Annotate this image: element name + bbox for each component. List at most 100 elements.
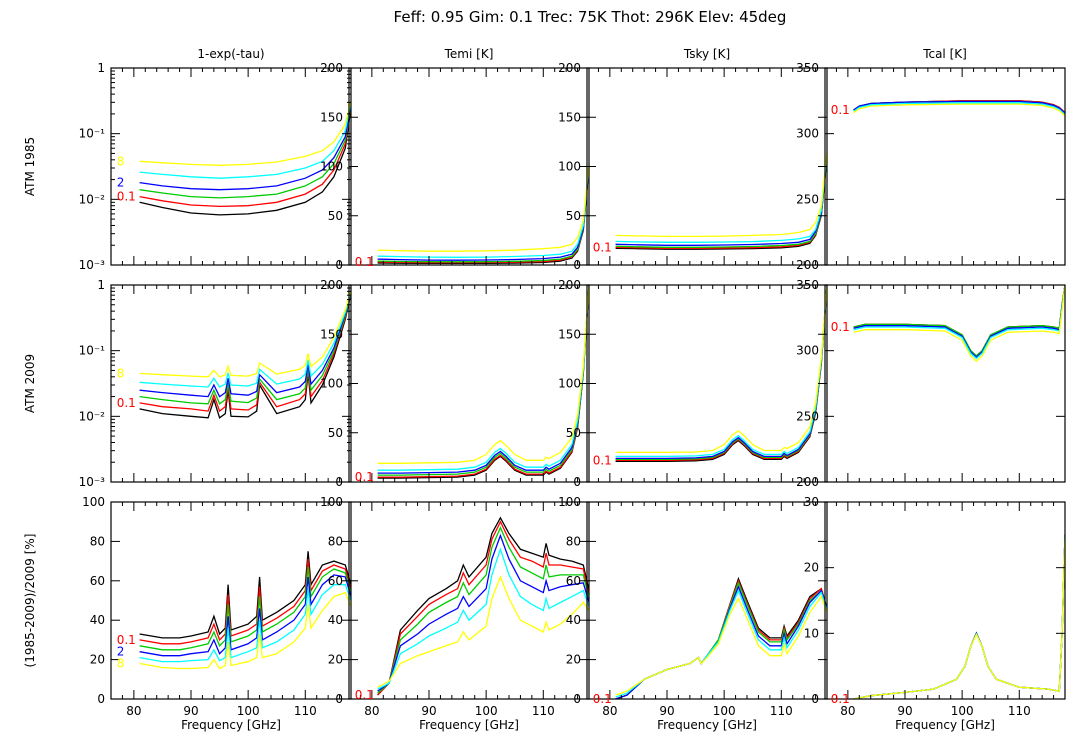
x-axis-label: Frequency [GHz]	[895, 718, 995, 732]
series-line-6	[377, 575, 589, 688]
plot-frame	[824, 501, 1066, 700]
series-line-6	[377, 285, 589, 464]
panel-r0c2: 0 50 100 150 200 0.1 Tsky [K]	[558, 47, 828, 272]
y-tick-label: 60	[566, 574, 581, 588]
plot-frame	[110, 67, 352, 266]
y-tick-label: 1	[97, 61, 105, 75]
x-tick-label: 90	[421, 704, 436, 718]
panel-r1c0: 1 10⁻¹ 10⁻² 10⁻³ 0.1 8 ATM 2009	[23, 278, 352, 489]
series-line-4	[615, 285, 827, 460]
series-line-5	[377, 164, 589, 258]
panel-r2c0: 0 20 40 60 80 100 0.128 80 90 100 110 Frequency [GH…	[23, 495, 352, 732]
y-tick-label: 150	[320, 327, 343, 341]
row-label: (1985-2009)/2009 [%]	[23, 534, 37, 668]
plot-frame	[110, 501, 352, 700]
y-tick-label: 350	[796, 278, 819, 292]
y-tick-label: 100	[558, 160, 581, 174]
series-label: 0.1	[593, 453, 612, 467]
series-line-2	[139, 105, 351, 208]
y-tick-label: 20	[328, 653, 343, 667]
series-line-5	[853, 102, 1065, 116]
y-tick-label: 1	[97, 278, 105, 292]
series-line-1	[853, 285, 1065, 357]
series-label: 0.1	[593, 240, 612, 254]
series-line-3	[139, 566, 351, 651]
y-tick-label: 10⁻¹	[79, 127, 106, 141]
series-line-4	[139, 103, 351, 191]
series-label: 2	[117, 176, 125, 190]
series-line-2	[377, 285, 589, 478]
y-tick-label: 200	[558, 61, 581, 75]
y-tick-label: 10⁻²	[79, 409, 106, 423]
series-label: 8	[117, 657, 125, 671]
series-label: 2	[117, 645, 125, 659]
y-tick-label: 80	[90, 534, 105, 548]
series-label: 0.1	[117, 396, 136, 410]
series-line-1	[377, 516, 589, 696]
y-tick-label: 300	[796, 127, 819, 141]
series-line-6	[853, 534, 1065, 699]
series-line-6	[139, 290, 351, 378]
y-tick-label: 200	[320, 61, 343, 75]
series-line-6	[853, 103, 1065, 117]
figure-title: Feff: 0.95 Gim: 0.1 Trec: 75K Thot: 296K…	[394, 8, 787, 26]
plot-frame	[586, 501, 828, 700]
x-tick-label: 100	[237, 704, 260, 718]
column-title: Tsky [K]	[683, 47, 730, 61]
series-line-1	[377, 166, 589, 265]
panel-r2c1: 0 20 40 60 80 100 0.1 80 90 100 110 Frequency [GHz]	[320, 495, 590, 732]
x-axis-label: Frequency [GHz]	[657, 718, 757, 732]
series-line-5	[377, 547, 589, 690]
panel-r0c1: 0 50 100 150 200 0.1 Temi [K]	[320, 47, 590, 272]
y-tick-label: 50	[328, 209, 343, 223]
y-tick-label: 200	[320, 278, 343, 292]
series-line-5	[377, 285, 589, 471]
y-tick-label: 250	[796, 192, 819, 206]
series-line-2	[615, 285, 827, 461]
panel-r0c0: 1 10⁻¹ 10⁻² 10⁻³ 0.12 8 1-exp(-tau) ATM 1985	[23, 47, 352, 272]
x-tick-label: 100	[713, 704, 736, 718]
y-tick-label: 150	[558, 110, 581, 124]
series-line-3	[377, 285, 589, 476]
series-line-5	[139, 102, 351, 179]
x-tick-label: 110	[770, 704, 793, 718]
y-tick-label: 200	[796, 258, 819, 272]
y-tick-label: 100	[82, 495, 105, 509]
series-line-3	[377, 525, 589, 694]
plot-frame	[824, 67, 1066, 266]
y-tick-label: 60	[90, 574, 105, 588]
y-tick-label: 100	[320, 495, 343, 509]
series-line-4	[853, 100, 1065, 114]
series-line-2	[377, 520, 589, 696]
y-tick-label: 30	[804, 495, 819, 509]
series-label: 0.1	[831, 320, 850, 334]
y-tick-label: 40	[90, 613, 105, 627]
series-line-5	[853, 285, 1065, 360]
plot-frame	[348, 67, 590, 266]
y-tick-label: 300	[796, 344, 819, 358]
x-tick-label: 90	[897, 704, 912, 718]
y-tick-label: 50	[328, 426, 343, 440]
series-line-4	[853, 285, 1065, 359]
y-tick-label: 50	[566, 209, 581, 223]
x-tick-label: 90	[659, 704, 674, 718]
y-tick-label: 350	[796, 61, 819, 75]
x-tick-label: 110	[294, 704, 317, 718]
series-label: 0.1	[355, 255, 374, 269]
x-axis-label: Frequency [GHz]	[419, 718, 519, 732]
panel-r2c3: 0 10 20 30 0.180 90 100 110 Frequency [GHz]	[804, 495, 1066, 732]
y-tick-label: 20	[804, 561, 819, 575]
series-label: 0.1	[355, 470, 374, 484]
panel-r1c2: 0 50 100 150 200 0.1	[558, 278, 828, 489]
panel-r1c1: 0 50 100 150 200 0.1	[320, 278, 590, 489]
series-line-1	[615, 576, 827, 699]
y-tick-label: 0	[573, 692, 581, 706]
series-line-4	[377, 165, 589, 261]
series-line-6	[139, 591, 351, 670]
y-tick-label: 100	[558, 377, 581, 391]
x-tick-label: 80	[840, 704, 855, 718]
series-line-2	[139, 292, 351, 413]
y-tick-label: 250	[796, 409, 819, 423]
series-line-1	[615, 285, 827, 462]
